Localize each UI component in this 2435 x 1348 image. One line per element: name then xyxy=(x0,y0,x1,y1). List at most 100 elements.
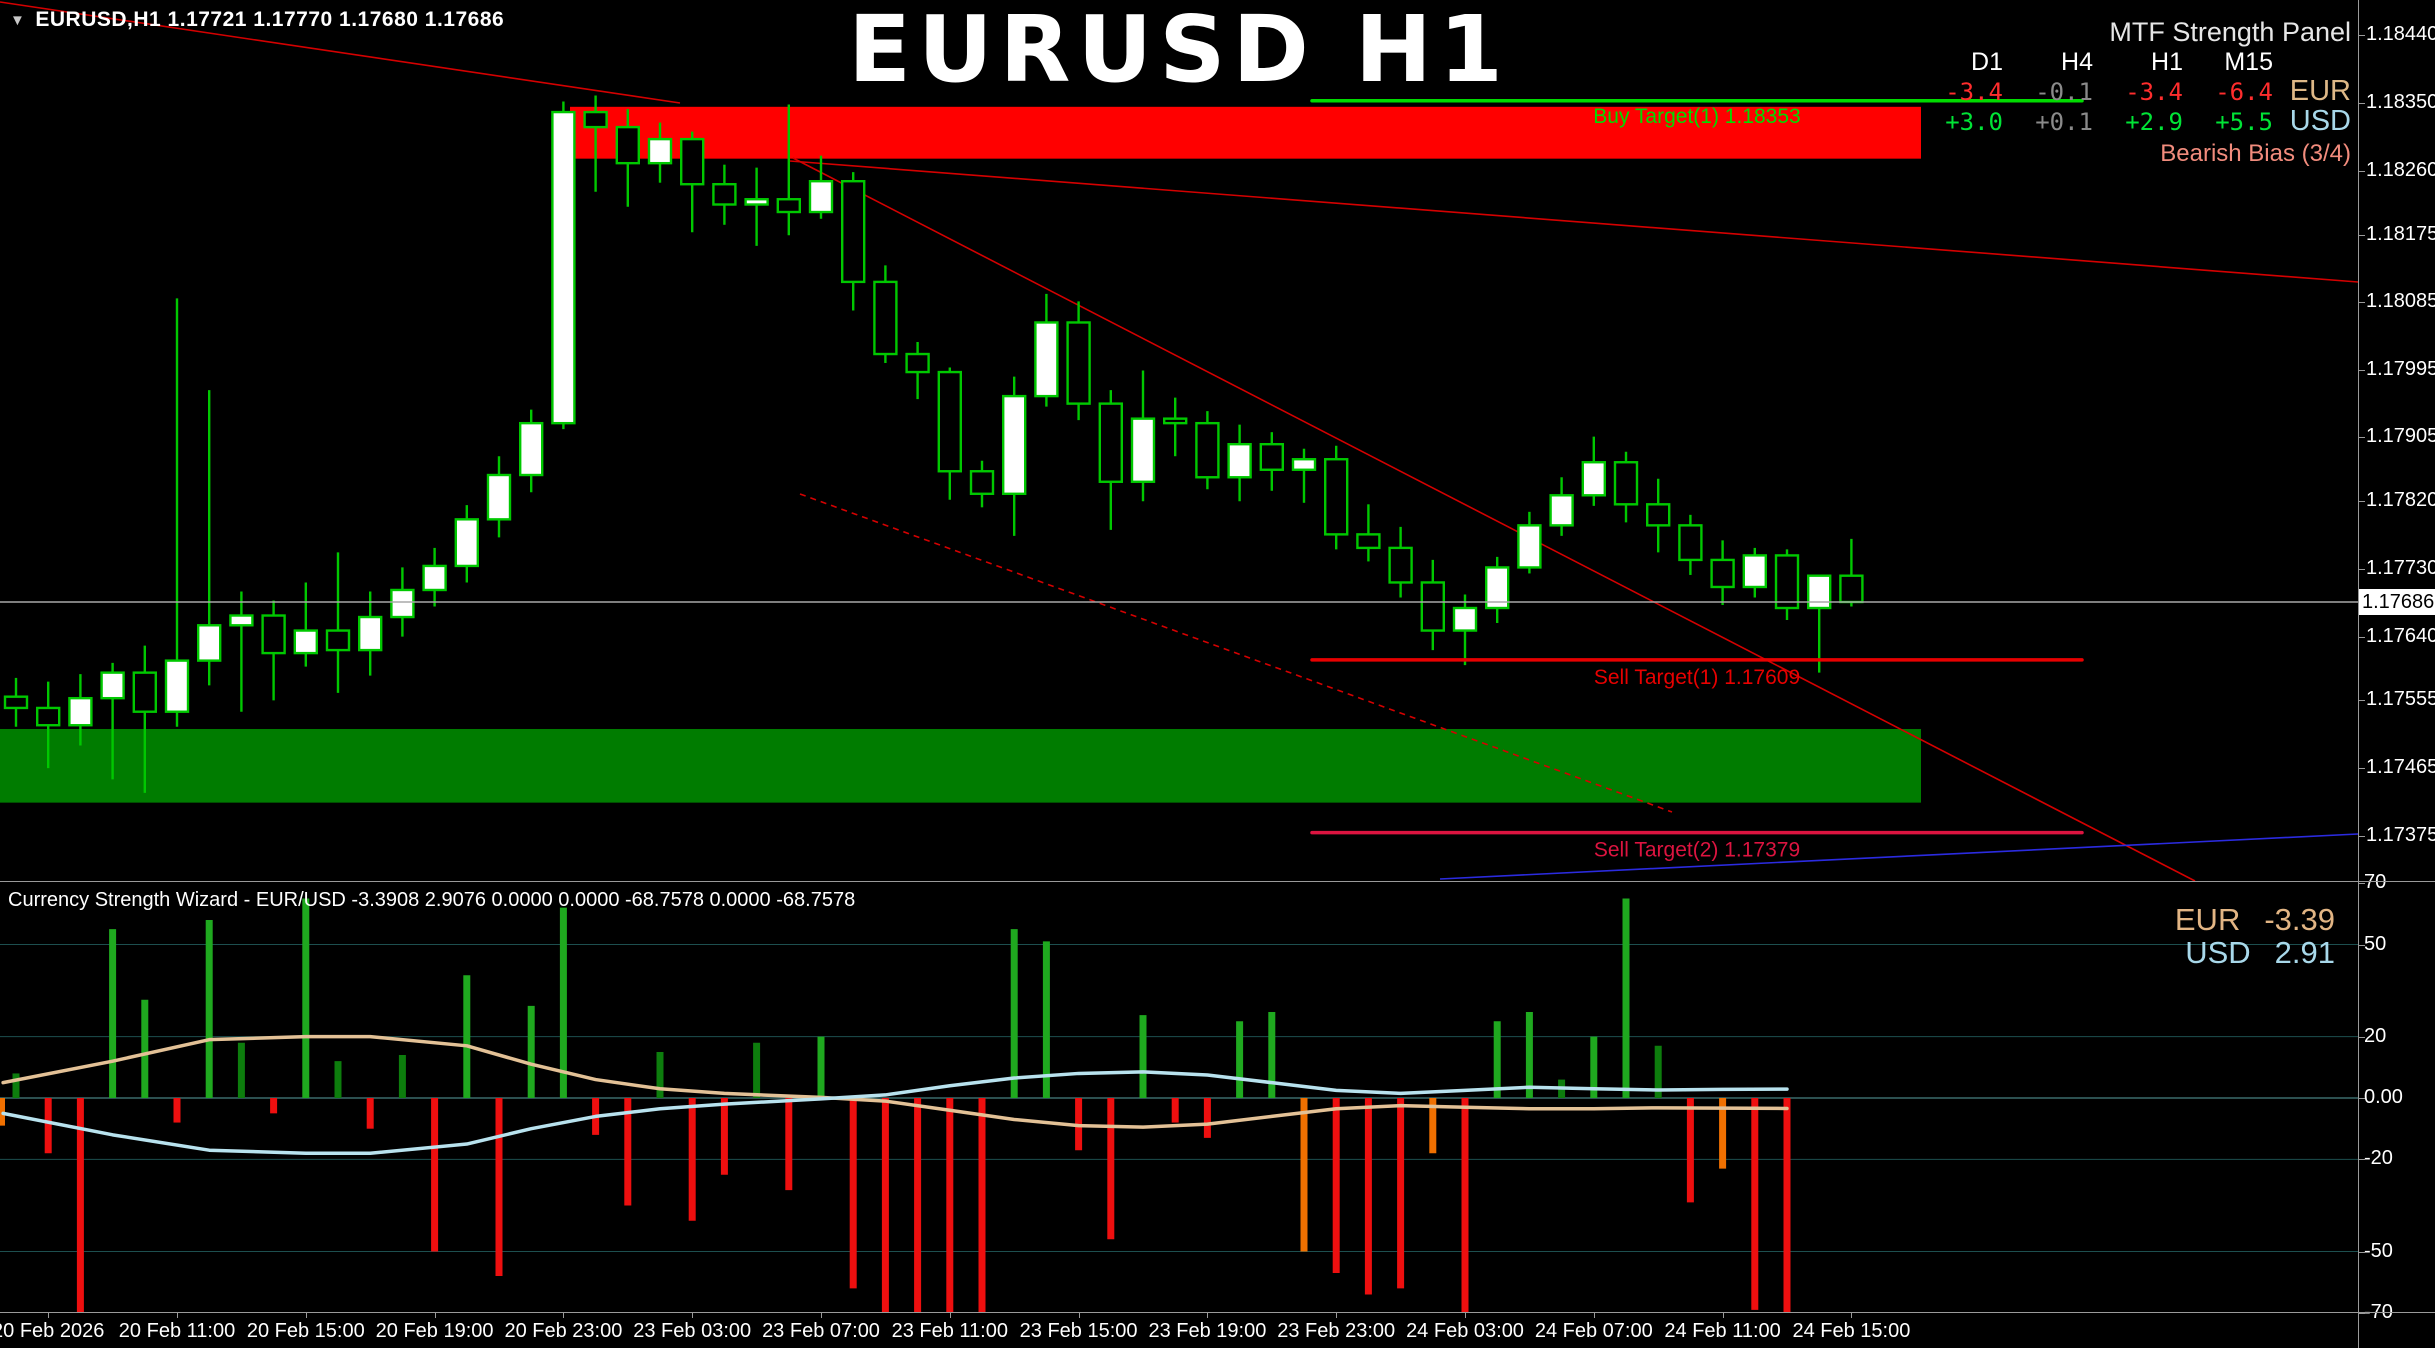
candle xyxy=(1356,504,1381,562)
candle xyxy=(3,677,29,727)
candle xyxy=(1259,432,1285,491)
candle xyxy=(422,547,447,607)
time-axis-label: 23 Feb 07:00 xyxy=(762,1320,880,1342)
symbol-watermark: EURUSD H1 xyxy=(848,0,1510,103)
candle xyxy=(1323,445,1349,550)
indicator-scale-tick xyxy=(2358,1159,2365,1161)
candle xyxy=(486,456,512,538)
mtf-column-header: H4 xyxy=(2061,48,2093,76)
candle xyxy=(358,591,383,676)
target-label: Sell Target(2) 1.17379 xyxy=(1594,839,1800,862)
mtf-strength-panel: MTF Strength Panel D1 H4 H1 M15 -3.4 -0.1 -3.… xyxy=(1913,16,2351,169)
candle xyxy=(325,552,351,693)
candle xyxy=(454,505,479,583)
time-axis-label: 20 Feb 2026 xyxy=(0,1320,105,1342)
indicator-name-label: Currency Strength Wizard - EUR/USD -3.39… xyxy=(8,889,856,911)
mtf-strength-row: -3.4 -0.1 -3.4 -6.4 EUR xyxy=(1913,77,2351,107)
time-axis-tick xyxy=(821,1312,822,1318)
candle xyxy=(68,674,93,746)
usd-strength-value: 2.91 xyxy=(2274,935,2335,970)
mtf-panel-title: MTF Strength Panel xyxy=(2109,17,2351,47)
main-chart[interactable]: Buy Target(1) 1.18353 Sell Target(1) 1.17… xyxy=(0,0,2358,881)
price-axis-label: 1.17640 xyxy=(2366,624,2435,647)
price-axis-label: 1.17995 xyxy=(2366,357,2435,380)
candle xyxy=(1420,559,1446,651)
steep-trendline xyxy=(792,157,2196,881)
price-axis-label: 1.17555 xyxy=(2366,688,2435,711)
price-axis-tick xyxy=(2358,437,2365,439)
candle xyxy=(551,101,576,430)
time-axis-tick xyxy=(692,1312,694,1318)
mtf-column-header: M15 xyxy=(2224,48,2273,76)
target-label: Sell Target(1) 1.17609 xyxy=(1594,666,1800,689)
main-sub-separator[interactable] xyxy=(0,881,2435,882)
candle xyxy=(1227,424,1252,502)
price-axis-separator xyxy=(2358,0,2359,1348)
upper-trendline xyxy=(0,1,681,104)
price-axis-tick xyxy=(2358,835,2365,837)
dashed-trendline xyxy=(799,493,1673,813)
time-axis-tick xyxy=(1593,1312,1595,1318)
price-axis-label: 1.18260 xyxy=(2366,158,2435,181)
candle xyxy=(1581,436,1607,506)
indicator-scale-label: -20 xyxy=(2364,1147,2393,1170)
time-axis-tick xyxy=(1078,1312,1080,1318)
candle xyxy=(969,460,995,508)
candle xyxy=(873,265,898,364)
candle xyxy=(100,662,125,780)
price-axis-tick xyxy=(2358,170,2365,172)
candle xyxy=(519,409,544,493)
demand-zone xyxy=(0,728,1921,803)
candle xyxy=(1645,478,1671,553)
time-axis-tick xyxy=(563,1312,565,1318)
candle xyxy=(1130,370,1156,502)
price-axis-label: 1.18350 xyxy=(2366,91,2435,114)
candle xyxy=(132,645,158,793)
price-axis-label: 1.18440 xyxy=(2366,23,2435,46)
candle xyxy=(905,342,930,400)
time-axis-tick xyxy=(1465,1312,1466,1318)
candle xyxy=(1002,376,1027,536)
time-axis-tick xyxy=(305,1312,307,1318)
price-axis-label: 1.17730 xyxy=(2366,556,2435,579)
current-price-tag: 1.17686 xyxy=(2359,589,2435,615)
indicator-scale-label: 20 xyxy=(2364,1024,2387,1047)
indicator-subwindow[interactable] xyxy=(0,882,2358,1312)
candle xyxy=(615,109,640,207)
eur-strength-value: -3.39 xyxy=(2264,902,2335,937)
mtf-strength-value: +3.0 xyxy=(1945,108,2003,136)
price-axis-label: 1.17375 xyxy=(2366,823,2435,846)
candle xyxy=(1098,390,1124,530)
time-axis-tick xyxy=(1722,1312,1724,1318)
price-axis-tick xyxy=(2358,636,2365,638)
candle xyxy=(1549,477,1574,536)
candle xyxy=(229,591,254,712)
price-axis-tick xyxy=(2358,568,2365,570)
time-axis-label: 20 Feb 11:00 xyxy=(118,1320,236,1342)
candle xyxy=(1710,540,1735,606)
supply-zone xyxy=(570,106,1921,159)
mtf-currency-label: EUR xyxy=(2289,75,2351,107)
price-axis-label: 1.18175 xyxy=(2366,222,2435,245)
candle xyxy=(1613,451,1639,523)
shallow-trendline xyxy=(789,160,2358,283)
mtf-currency-label: USD xyxy=(2289,105,2351,137)
candle xyxy=(1034,293,1059,407)
candle xyxy=(1066,301,1091,421)
symbol-dropdown-icon[interactable]: ▼ xyxy=(10,11,26,29)
eur-strength-label: EUR xyxy=(2174,902,2241,937)
indicator-scale-label: -50 xyxy=(2364,1239,2393,1262)
time-axis-label: 20 Feb 19:00 xyxy=(375,1320,494,1342)
time-axis-separator xyxy=(0,1312,2435,1313)
EUR-strength-line xyxy=(1,1034,1789,1129)
mtf-strength-value: -6.4 xyxy=(2215,78,2273,106)
candle xyxy=(1291,448,1317,503)
price-axis-label: 1.17465 xyxy=(2366,756,2435,779)
price-axis-tick xyxy=(2358,35,2365,37)
strength-readout: EUR -3.39 USD 2.91 xyxy=(2175,903,2335,969)
usd-strength-label: USD xyxy=(2185,935,2251,970)
time-axis-tick xyxy=(177,1312,178,1318)
candle xyxy=(1195,411,1220,490)
candle xyxy=(1162,397,1188,457)
candle xyxy=(808,155,834,219)
